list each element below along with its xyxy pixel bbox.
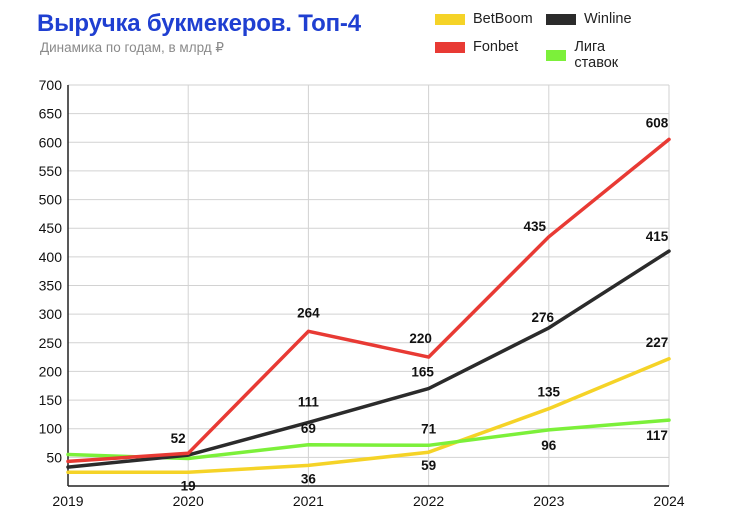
x-tick-label: 2021 <box>293 493 324 509</box>
data-label-betboom: 19 <box>181 478 196 493</box>
legend-swatch-fonbet <box>435 41 465 53</box>
data-label-лига-ставок: 96 <box>541 438 557 453</box>
data-label-winline: 52 <box>171 431 186 446</box>
chart-title: Выручка букмекеров. Топ-4 <box>37 10 361 37</box>
chart-subtitle: Динамика по годам, в млрд ₽ <box>40 40 225 55</box>
data-label-winline: 276 <box>532 310 555 325</box>
y-tick-label: 450 <box>39 220 63 236</box>
y-tick-label: 700 <box>39 77 63 93</box>
data-label-betboom: 36 <box>301 471 317 486</box>
y-tick-label: 400 <box>39 249 63 265</box>
legend-label-winline: Winline <box>584 11 632 27</box>
series-line-fonbet <box>66 137 671 464</box>
data-label-fonbet: 264 <box>297 305 320 320</box>
series-line-winline <box>66 249 671 469</box>
y-tick-label: 150 <box>39 392 63 408</box>
y-tick-label: 650 <box>39 106 63 122</box>
legend-item-fonbet: Fonbet <box>435 39 518 55</box>
data-label-winline: 415 <box>646 229 669 244</box>
y-tick-label: 550 <box>39 163 63 179</box>
y-tick-label: 200 <box>39 363 63 379</box>
y-tick-label: 350 <box>39 278 63 294</box>
series-line-лига-ставок <box>66 418 671 461</box>
x-tick-label: 2019 <box>52 493 83 509</box>
x-tick-label: 2024 <box>653 493 684 509</box>
legend-swatch-betboom <box>435 13 465 25</box>
y-tick-label: 300 <box>39 306 63 322</box>
data-label-betboom: 59 <box>421 458 436 473</box>
legend-label-liga-stavok: Лига ставок <box>574 39 619 71</box>
data-label-winline: 165 <box>411 365 434 380</box>
data-label-fonbet: 608 <box>646 115 669 130</box>
legend-item-winline: Winline <box>546 11 632 27</box>
data-label-winline: 111 <box>298 394 320 409</box>
legend-item-liga-stavok: Лига ставок <box>546 39 628 71</box>
data-label-лига-ставок: 117 <box>646 428 668 443</box>
x-tick-label: 2023 <box>533 493 564 509</box>
y-tick-label: 250 <box>39 335 63 351</box>
series-line-betboom <box>66 357 671 475</box>
legend-swatch-winline <box>546 13 576 25</box>
data-label-лига-ставок: 71 <box>421 421 437 436</box>
legend-label-fonbet: Fonbet <box>473 39 519 55</box>
legend-swatch-liga-stavok <box>546 49 567 61</box>
x-tick-label: 2022 <box>413 493 444 509</box>
y-tick-label: 50 <box>46 449 62 465</box>
data-label-betboom: 227 <box>646 335 669 350</box>
x-tick-label: 2020 <box>173 493 204 509</box>
data-label-лига-ставок: 69 <box>301 421 316 436</box>
y-tick-label: 500 <box>39 192 63 208</box>
data-label-fonbet: 220 <box>409 331 432 346</box>
legend-label-betboom: BetBoom <box>473 11 533 27</box>
y-tick-label: 600 <box>39 134 63 150</box>
data-label-betboom: 135 <box>538 385 561 400</box>
data-label-fonbet: 435 <box>524 219 547 234</box>
legend-item-betboom: BetBoom <box>435 11 533 27</box>
y-tick-label: 100 <box>39 421 63 437</box>
